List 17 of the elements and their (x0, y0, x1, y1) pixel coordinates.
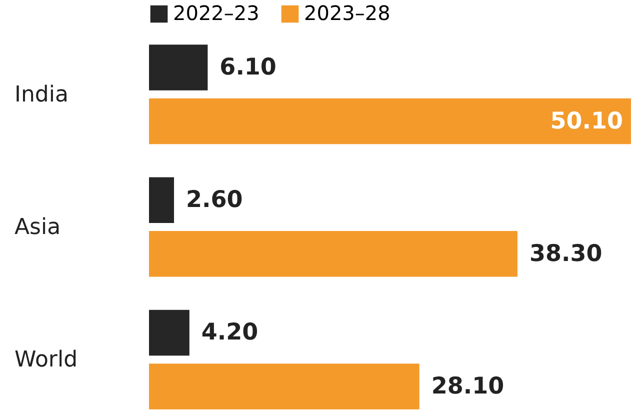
bar (149, 231, 518, 277)
bar (149, 177, 174, 223)
data-label: 50.10 (550, 108, 623, 134)
data-label: 28.10 (431, 374, 504, 400)
bar (149, 310, 190, 356)
data-label: 4.20 (201, 320, 258, 346)
data-label: 2.60 (186, 187, 243, 214)
legend-label: 2023–28 (304, 1, 390, 25)
bar (149, 98, 631, 144)
data-label: 38.30 (529, 240, 602, 267)
bar (149, 364, 420, 410)
y-tick-label: India (14, 82, 68, 108)
bar (149, 44, 208, 90)
data-label: 6.10 (220, 54, 276, 80)
y-tick-label: Asia (14, 215, 61, 240)
legend-label: 2022–23 (173, 1, 260, 25)
y-tick-label: World (14, 348, 78, 373)
